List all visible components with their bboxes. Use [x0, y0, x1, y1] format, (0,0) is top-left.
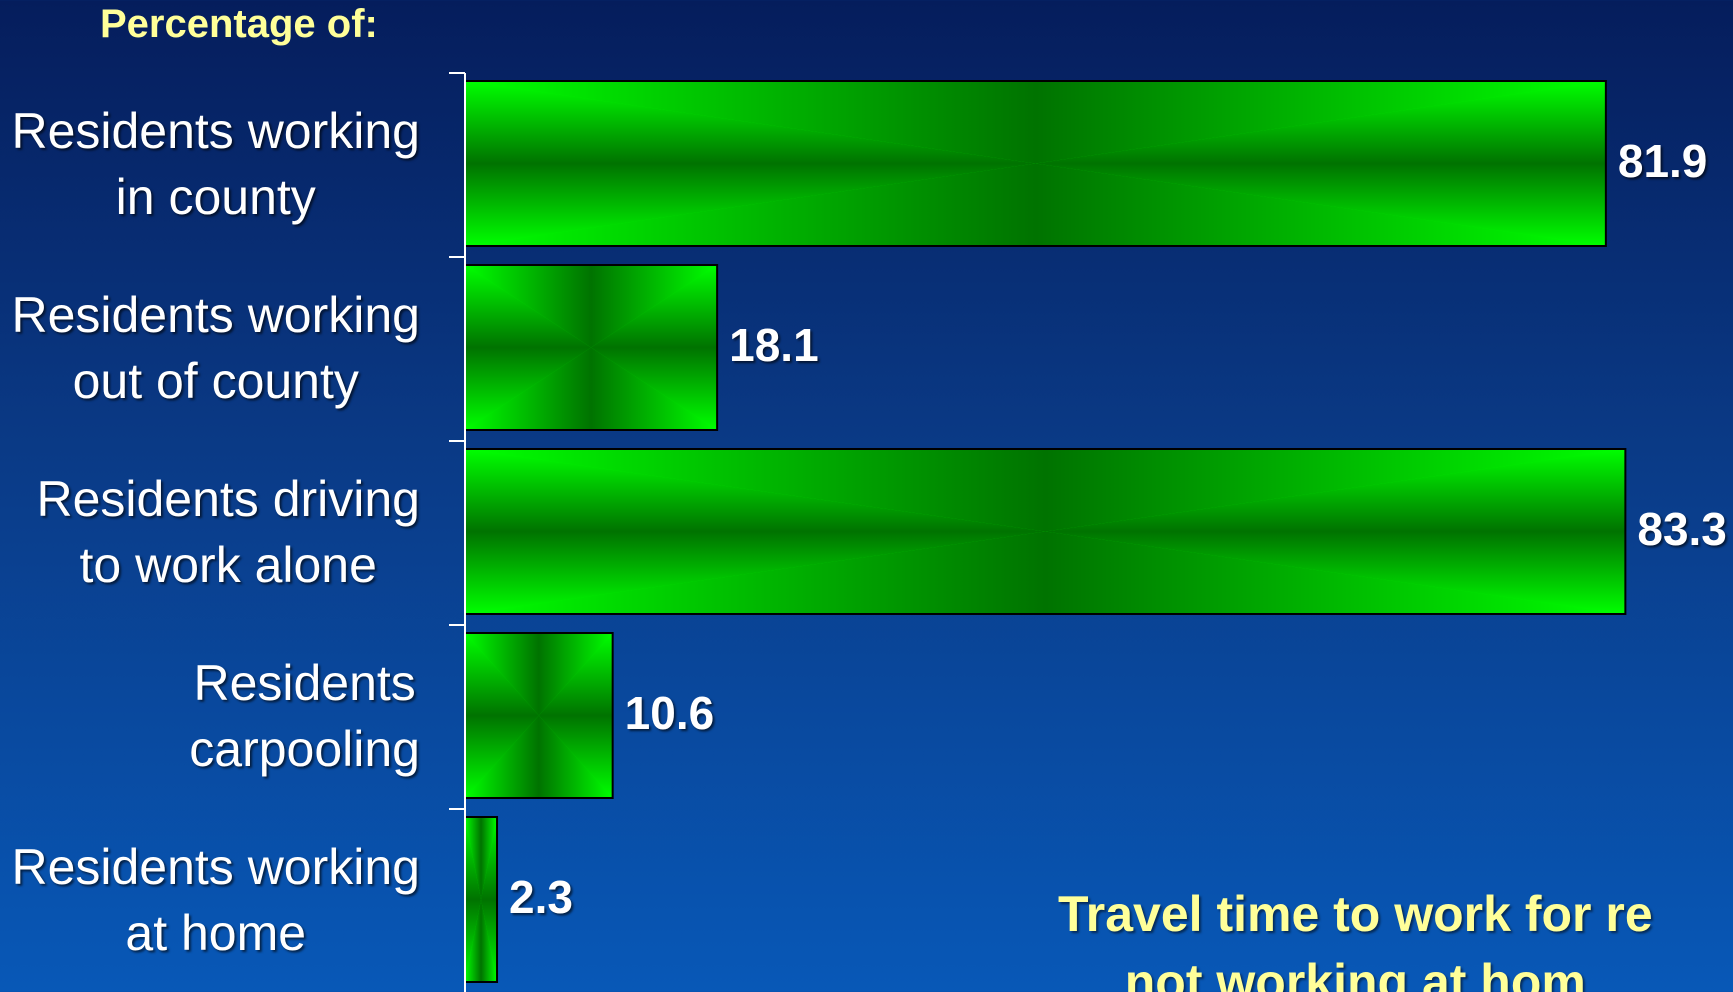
- bar-facet-bottom: [465, 531, 1626, 614]
- travel-time-note: Travel time to work for re not working a…: [1058, 886, 1653, 992]
- bar-facet-bottom: [465, 715, 613, 798]
- bar-1: [464, 80, 1607, 247]
- bar-3: [464, 448, 1627, 615]
- bar-facet-top: [465, 265, 718, 348]
- category-label: Residents driving to work alone: [36, 470, 420, 593]
- category-label: Residents working in county: [11, 102, 420, 225]
- bar-facet-top: [465, 633, 613, 716]
- bar-facet-top: [465, 817, 498, 900]
- bar-facet-left: [465, 81, 1036, 246]
- bar-facet-right: [538, 633, 613, 798]
- bar-value-label: 2.3: [509, 870, 573, 923]
- bar-facet-right: [1035, 81, 1606, 246]
- bar-facet-left: [465, 449, 1046, 614]
- bar-value-label: 81.9: [1617, 134, 1708, 187]
- bar-5: [464, 816, 499, 983]
- bar-facet-left: [465, 633, 539, 798]
- category-label: Residents working out of county: [11, 286, 420, 409]
- bar-facet-top: [465, 449, 1626, 532]
- bar-facet-left: [465, 817, 482, 982]
- bar-facet-left: [465, 265, 592, 430]
- category-label: Residents carpooling: [189, 654, 420, 777]
- chart-heading: Percentage of:: [100, 2, 378, 46]
- bar-facet-bottom: [465, 347, 718, 430]
- bar-facet-top: [465, 81, 1606, 164]
- bar-facet-bottom: [465, 163, 1606, 246]
- bar-facet-right: [1045, 449, 1626, 614]
- bar-facet-right: [481, 817, 498, 982]
- bar-value-label: 83.3: [1637, 502, 1727, 555]
- bars-layer: [464, 80, 1627, 983]
- bar-value-label: 18.1: [729, 318, 819, 371]
- category-label: Residents working at home: [11, 838, 420, 961]
- y-axis: [449, 72, 466, 992]
- bar-2: [464, 264, 719, 431]
- bar-4: [464, 632, 614, 799]
- bar-value-label: 10.6: [624, 686, 715, 739]
- bar-facet-right: [591, 265, 718, 430]
- bar-facet-bottom: [465, 899, 498, 982]
